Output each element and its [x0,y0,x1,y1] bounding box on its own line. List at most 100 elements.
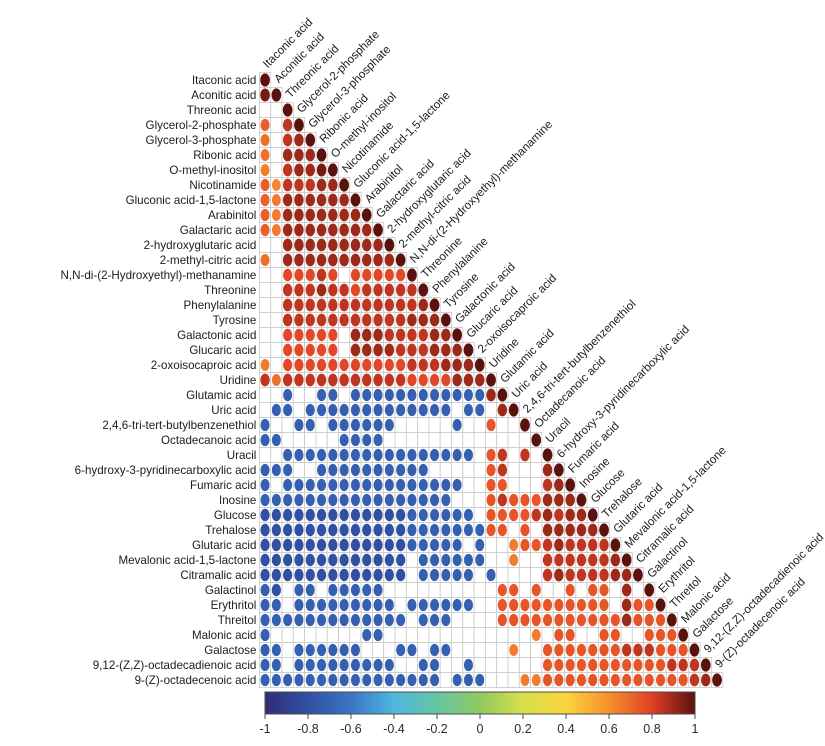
matrix-cell [586,627,599,643]
correlation-ellipse [294,118,304,132]
row-label: Galactonic acid [177,329,256,342]
row-label: Mevalonic acid-1,5-lactone [118,554,256,567]
correlation-ellipse [418,613,428,627]
matrix-cell [507,672,520,688]
correlation-ellipse [565,598,575,612]
correlation-ellipse [384,283,395,297]
matrix-cell [338,627,351,643]
correlation-ellipse [384,538,394,552]
correlation-ellipse [283,613,293,627]
correlation-ellipse [350,373,361,387]
correlation-ellipse [373,508,383,522]
row-label: Threitol [218,614,257,627]
row-label: 2-methyl-citric acid [160,254,257,267]
correlation-ellipse [486,373,496,387]
correlation-ellipse [339,418,349,432]
matrix-cell [473,612,486,628]
correlation-ellipse [317,388,327,402]
correlation-ellipse [542,523,553,537]
correlation-ellipse [430,568,440,582]
matrix-cell [451,492,464,508]
correlation-ellipse [339,463,349,477]
correlation-ellipse [452,673,462,687]
correlation-ellipse [362,358,372,372]
correlation-ellipse [396,478,406,492]
correlation-ellipse [430,613,440,627]
correlation-ellipse [463,403,473,417]
row-label: O-methyl-inositol [169,164,256,177]
matrix-cell [462,537,475,553]
row-label: Galactinol [205,584,257,597]
correlation-ellipse [463,523,473,537]
correlation-ellipse [486,448,496,462]
correlation-ellipse [440,313,451,327]
correlation-ellipse [339,358,349,372]
matrix-cell [473,582,486,598]
correlation-ellipse [463,568,473,582]
correlation-ellipse [633,643,643,657]
correlation-ellipse [283,358,293,372]
correlation-ellipse [441,493,451,507]
correlation-ellipse [644,613,654,627]
correlation-ellipse [644,673,654,687]
matrix-cell [394,582,407,598]
correlation-ellipse [599,628,609,642]
correlation-ellipse [294,208,304,222]
correlation-ellipse [305,553,315,567]
matrix-cell [496,672,509,688]
matrix-cell [270,477,283,493]
correlation-ellipse [430,673,440,687]
correlation-ellipse [294,238,304,252]
row-label: 9,12-(Z,Z)-octadecadienoic acid [93,659,257,672]
correlation-ellipse [316,358,327,372]
row-label: Ribonic acid [193,149,256,162]
correlation-ellipse [373,598,383,612]
matrix-cell [439,462,452,478]
correlation-ellipse [542,508,553,522]
matrix-cell [530,657,543,673]
correlation-ellipse [395,343,406,357]
correlation-ellipse [350,253,361,267]
row-label: Itaconic acid [192,74,256,87]
correlation-ellipse [576,538,587,552]
correlation-ellipse [396,268,406,282]
correlation-ellipse [700,658,711,672]
matrix-cell [484,597,498,613]
correlation-ellipse [531,598,541,612]
correlation-ellipse [542,673,553,687]
matrix-cell [496,432,509,448]
correlation-ellipse [531,493,541,507]
correlation-ellipse [430,658,440,672]
matrix-cell [417,432,430,448]
correlation-ellipse [339,478,349,492]
correlation-ellipse [373,583,383,597]
correlation-ellipse [260,178,270,192]
matrix-cell [620,627,633,643]
correlation-ellipse [328,538,338,552]
correlation-ellipse [339,523,349,537]
correlation-ellipse [260,598,270,612]
correlation-ellipse [350,208,361,222]
correlation-ellipse [531,629,541,641]
row-label: 2,4,6-tri-tert-butylbenzenethiol [102,419,256,432]
correlation-ellipse [452,598,462,612]
correlation-ellipse [418,388,428,402]
correlation-ellipse [373,418,383,432]
correlation-ellipse [520,674,530,686]
matrix-cell [518,627,531,643]
correlation-ellipse [610,628,620,642]
correlation-ellipse [339,583,349,597]
correlation-ellipse [362,313,372,327]
correlation-ellipse [373,463,383,477]
correlation-ellipse [430,538,440,552]
correlation-ellipse [395,283,406,297]
correlation-ellipse [339,313,349,327]
matrix-cell [270,102,283,118]
matrix-cell [281,582,294,598]
matrix-cell [383,627,396,643]
correlation-ellipse [452,478,462,492]
diagonal-label: Mevalonic acid-1,5-lactone [622,444,729,551]
correlation-ellipse [463,388,473,402]
correlation-ellipse [475,388,485,402]
correlation-ellipse [418,598,428,612]
